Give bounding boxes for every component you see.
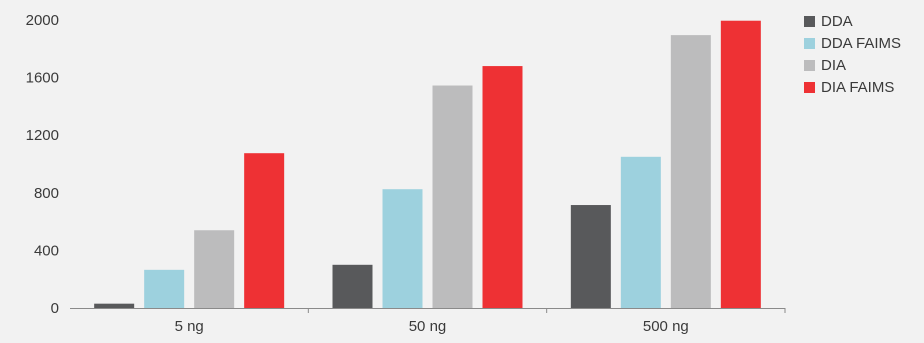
bar-dda-faims-5-ng xyxy=(144,269,185,308)
legend-swatch xyxy=(804,38,815,49)
bar-dia-5-ng xyxy=(194,230,235,308)
legend-swatch xyxy=(804,60,815,71)
legend: DDA DDA FAIMS DIA DIA FAIMS xyxy=(804,13,901,96)
legend-swatch xyxy=(804,16,815,27)
bar-dia-faims-5-ng xyxy=(244,153,285,308)
legend-swatch xyxy=(804,82,815,93)
bar-dia-500-ng xyxy=(670,35,711,309)
legend-label: DIA xyxy=(821,57,846,74)
y-axis: 0 400 800 1200 1600 2000 xyxy=(26,12,59,317)
bar-dda-50-ng xyxy=(332,264,373,308)
y-tick-label: 2000 xyxy=(26,12,59,29)
legend-label: DDA FAIMS xyxy=(821,35,901,52)
x-tick-label: 50 ng xyxy=(409,318,447,335)
bar-dia-faims-500-ng xyxy=(720,20,761,308)
y-tick-label: 400 xyxy=(34,242,59,259)
x-tick-label: 5 ng xyxy=(175,318,204,335)
bar-dia-50-ng xyxy=(432,85,473,309)
y-tick-label: 800 xyxy=(34,185,59,202)
bars xyxy=(94,20,761,309)
y-tick-label: 1200 xyxy=(26,127,59,144)
x-tick-label: 500 ng xyxy=(643,318,689,335)
bar-dda-faims-50-ng xyxy=(382,189,423,308)
y-tick-label: 0 xyxy=(51,300,59,317)
bar-dda-5-ng xyxy=(94,303,135,308)
legend-label: DIA FAIMS xyxy=(821,79,894,96)
bar-dia-faims-50-ng xyxy=(482,66,523,308)
bar-dda-faims-500-ng xyxy=(620,156,661,308)
legend-label: DDA xyxy=(821,13,853,30)
y-tick-label: 1600 xyxy=(26,70,59,87)
bar-dda-500-ng xyxy=(570,205,611,308)
x-axis: 5 ng 50 ng 500 ng xyxy=(70,308,786,335)
